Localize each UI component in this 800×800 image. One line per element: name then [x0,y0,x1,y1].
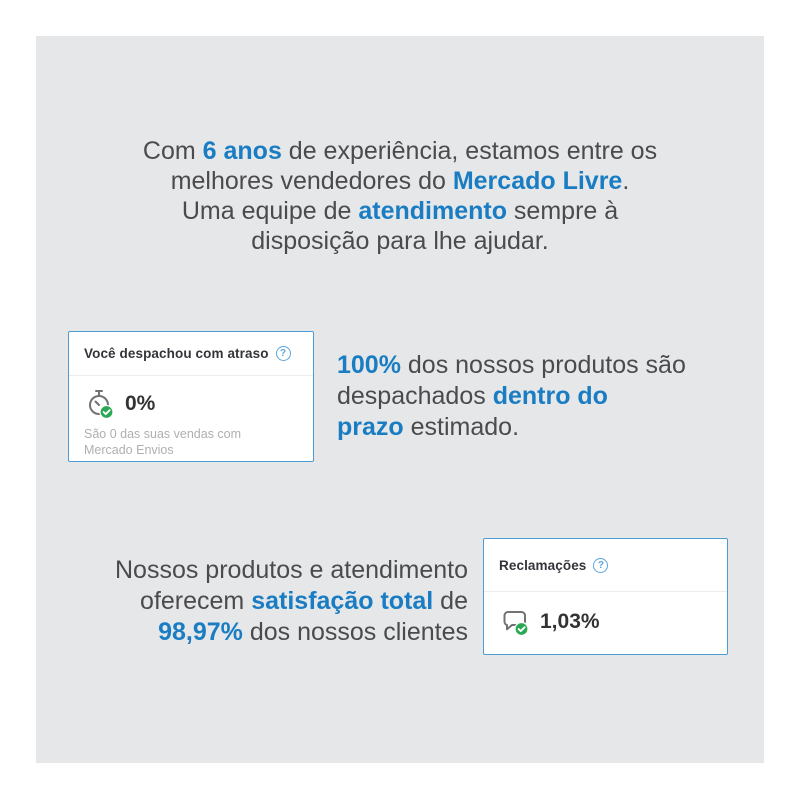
text-line: disposição para lhe ajudar. [36,226,764,256]
plain-text: de [433,587,468,615]
highlighted-text: satisfação total [251,587,434,615]
highlighted-text: 98,97% [158,618,243,646]
late-dispatch-subtext: São 0 das suas vendas com Mercado Envios [84,427,242,457]
satisfaction-claim-text: Nossos produtos e atendimento oferecem sa… [60,555,468,648]
highlighted-text: prazo [337,413,404,441]
complaints-card-body: 1,03% [484,592,727,652]
text-line: oferecem satisfação total de [60,586,468,617]
text-line: Nossos produtos e atendimento [60,555,468,586]
plain-text: sempre à [506,197,619,225]
plain-text: Com [142,137,203,165]
plain-text: . [622,167,630,195]
stopwatch-check-icon [89,390,114,420]
intro-text: Com 6 anos de experiência, estamos entre… [36,136,764,256]
complaints-value: 1,03% [540,610,600,633]
plain-text: de experiência, estamos entre os [281,137,658,165]
gray-panel: Com 6 anos de experiência, estamos entre… [36,36,764,763]
highlighted-text: 6 anos [202,137,282,165]
complaints-card-header: Reclamações ? [484,539,727,592]
plain-text: disposição para lhe ajudar. [251,227,549,255]
late-dispatch-card-body: 0% São 0 das suas vendas com Mercado Env… [69,376,313,458]
plain-text: despachados [337,382,493,410]
plain-text: dos nossos produtos são [400,351,686,379]
complaints-card-title: Reclamações [499,557,587,573]
highlighted-text: atendimento [358,197,507,225]
highlighted-text: 100% [337,351,401,379]
text-line: despachados dentro do [337,381,686,412]
plain-text: oferecem [140,587,252,615]
highlighted-text: Mercado Livre [452,167,623,195]
late-dispatch-value: 0% [125,392,156,415]
late-dispatch-card-header: Você despachou com atraso ? [69,332,313,376]
late-dispatch-value-row: 0% [84,388,298,420]
plain-text: estimado. [403,413,520,441]
complaints-card: Reclamações ? 1,03% [483,538,728,655]
plain-text: Nossos produtos e atendimento [115,556,468,584]
chat-bubble-check-icon [503,611,529,637]
text-line: Com 6 anos de experiência, estamos entre… [36,136,764,166]
plain-text: Uma equipe de [181,197,359,225]
highlighted-text: dentro do [492,382,608,410]
late-dispatch-card: Você despachou com atraso ? [68,331,314,462]
help-question-icon[interactable]: ? [593,557,609,573]
text-line: Uma equipe de atendimento sempre à [36,196,764,226]
plain-text: melhores vendedores do [170,167,453,195]
late-dispatch-card-title: Você despachou com atraso [84,346,269,361]
help-question-icon[interactable]: ? [275,346,291,361]
text-line: 98,97% dos nossos clientes [60,617,468,648]
plain-text: dos nossos clientes [242,618,468,646]
text-line: 100% dos nossos produtos são [337,350,686,381]
text-line: prazo estimado. [337,412,686,443]
dispatch-claim-text: 100% dos nossos produtos são despachados … [337,350,686,443]
text-line: melhores vendedores do Mercado Livre. [36,166,764,196]
